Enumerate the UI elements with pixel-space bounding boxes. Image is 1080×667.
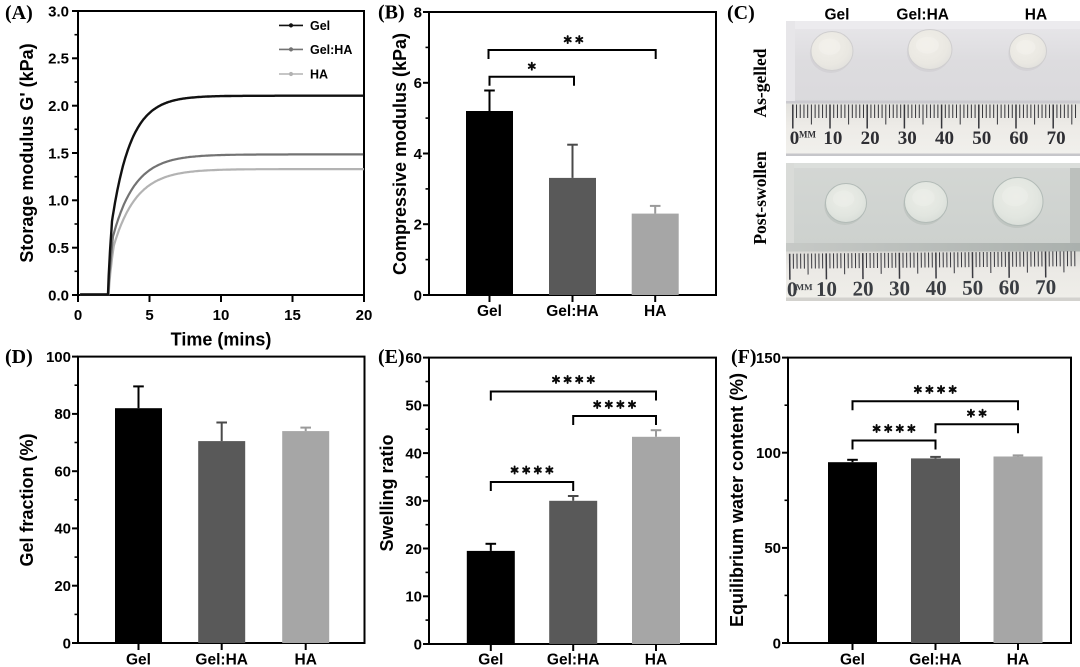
svg-text:MM: MM (796, 282, 814, 292)
svg-text:0: 0 (74, 307, 82, 324)
svg-text:10: 10 (816, 277, 837, 301)
svg-text:Gel:HA: Gel:HA (547, 652, 600, 667)
svg-text:As-gelled: As-gelled (750, 48, 770, 117)
svg-text:MM: MM (799, 130, 816, 140)
svg-text:20: 20 (356, 307, 373, 324)
svg-text:(A): (A) (5, 2, 33, 24)
svg-text:Gel fraction (%): Gel fraction (%) (17, 433, 37, 566)
svg-text:50: 50 (764, 540, 781, 557)
svg-text:60: 60 (405, 350, 422, 367)
svg-text:20: 20 (852, 276, 873, 300)
svg-text:Gel: Gel (478, 652, 503, 667)
svg-text:4: 4 (414, 146, 423, 163)
svg-text:0: 0 (414, 287, 422, 304)
svg-text:(C): (C) (727, 2, 755, 24)
svg-text:Equilibrium water content (%): Equilibrium water content (%) (727, 373, 747, 627)
svg-text:Compressive modulus (kPa): Compressive modulus (kPa) (390, 33, 410, 275)
svg-text:20: 20 (54, 578, 71, 595)
svg-text:0.5: 0.5 (48, 240, 69, 257)
svg-text:Swelling ratio: Swelling ratio (377, 434, 397, 551)
svg-text:10: 10 (213, 307, 230, 324)
svg-text:(D): (D) (5, 346, 33, 368)
svg-text:40: 40 (405, 445, 422, 462)
svg-text:Gel:HA: Gel:HA (195, 652, 248, 667)
svg-text:0: 0 (787, 277, 798, 301)
svg-text:8: 8 (414, 4, 422, 21)
svg-text:0.0: 0.0 (48, 287, 69, 304)
svg-text:Gel:HA: Gel:HA (909, 652, 962, 667)
svg-text:1.5: 1.5 (48, 145, 69, 162)
svg-text:30: 30 (405, 493, 422, 510)
svg-text:6: 6 (414, 75, 422, 92)
svg-text:HA: HA (1025, 7, 1047, 24)
svg-text:0: 0 (63, 635, 71, 652)
svg-text:Gel: Gel (825, 7, 850, 24)
svg-text:Gel: Gel (310, 19, 330, 33)
svg-text:10: 10 (405, 589, 422, 606)
svg-text:70: 70 (1035, 275, 1056, 299)
svg-text:Gel: Gel (126, 652, 151, 667)
svg-text:HA: HA (310, 68, 328, 82)
svg-text:20: 20 (861, 128, 880, 149)
svg-text:10: 10 (823, 128, 842, 149)
svg-text:HA: HA (645, 652, 667, 667)
svg-text:100: 100 (46, 349, 71, 366)
svg-text:50: 50 (405, 398, 422, 415)
svg-text:20: 20 (405, 541, 422, 558)
svg-text:30: 30 (889, 276, 910, 300)
svg-text:150: 150 (756, 350, 781, 367)
svg-text:0: 0 (790, 128, 800, 149)
svg-text:Time (mins): Time (mins) (171, 330, 272, 350)
svg-text:3.0: 3.0 (48, 3, 69, 20)
svg-text:50: 50 (962, 276, 983, 300)
svg-text:0: 0 (773, 635, 781, 652)
svg-text:2.5: 2.5 (48, 51, 69, 68)
svg-text:15: 15 (284, 307, 301, 324)
svg-text:Storage modulus G' (kPa): Storage modulus G' (kPa) (17, 43, 37, 262)
svg-text:Gel: Gel (840, 652, 865, 667)
svg-text:HA: HA (1007, 652, 1029, 667)
svg-text:40: 40 (935, 128, 954, 149)
svg-text:Gel:HA: Gel:HA (896, 7, 949, 24)
svg-text:5: 5 (145, 307, 153, 324)
svg-text:Gel: Gel (477, 303, 502, 320)
svg-text:Post-swollen: Post-swollen (750, 151, 770, 245)
svg-text:0: 0 (414, 636, 422, 653)
svg-text:Gel:HA: Gel:HA (310, 43, 352, 57)
svg-text:(B): (B) (378, 2, 405, 24)
svg-text:30: 30 (898, 128, 917, 149)
svg-text:(E): (E) (378, 346, 405, 368)
svg-text:60: 60 (999, 275, 1020, 299)
svg-text:2: 2 (414, 217, 422, 234)
svg-text:70: 70 (1047, 128, 1066, 149)
svg-text:40: 40 (54, 521, 71, 538)
svg-text:100: 100 (756, 445, 781, 462)
svg-text:60: 60 (1009, 128, 1028, 149)
svg-text:50: 50 (972, 128, 991, 149)
svg-text:2.0: 2.0 (48, 98, 69, 115)
svg-text:1.0: 1.0 (48, 193, 69, 210)
svg-text:Gel:HA: Gel:HA (546, 303, 599, 320)
svg-text:HA: HA (644, 303, 666, 320)
svg-text:80: 80 (54, 406, 71, 423)
svg-text:60: 60 (54, 464, 71, 481)
svg-text:40: 40 (926, 276, 947, 300)
svg-text:HA: HA (295, 652, 317, 667)
svg-text:(F): (F) (731, 346, 757, 368)
